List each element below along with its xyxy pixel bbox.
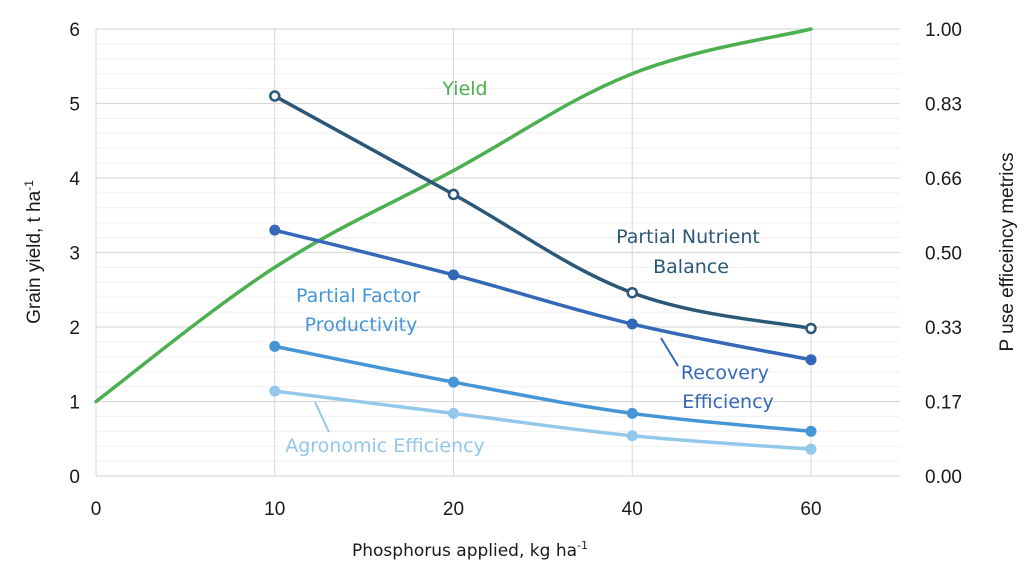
y-right-tick-label: 0.00 <box>925 467 962 488</box>
x-tick-label: 10 <box>264 499 285 520</box>
y-left-tick-label: 0 <box>69 467 80 488</box>
data-point-partial-factor-productivity <box>269 340 281 352</box>
label-recovery-efficiency: Recovery Efficiency <box>681 362 775 413</box>
y-right-tick-label: 0.33 <box>925 318 962 339</box>
label-yield: Yield <box>441 78 487 100</box>
x-tick-label: 60 <box>800 499 821 520</box>
agronomic-efficiency-leader-line <box>314 401 330 433</box>
series-line-agronomic-efficiency <box>273 389 813 451</box>
data-point-agronomic-efficiency <box>269 385 281 397</box>
x-tick-label: 40 <box>622 499 643 520</box>
x-axis-title: Phosphorus applied, kg ha-1 <box>352 539 588 561</box>
y-right-tick-label: 1.00 <box>925 20 962 41</box>
series-line-recovery-efficiency <box>273 228 813 362</box>
data-point-recovery-efficiency <box>448 269 459 281</box>
data-point-recovery-efficiency <box>626 318 638 330</box>
y-left-tick-label: 4 <box>69 169 80 190</box>
data-point-agronomic-efficiency <box>805 443 817 455</box>
data-point-agronomic-efficiency <box>448 407 459 419</box>
data-point-partial-factor-productivity <box>448 376 459 388</box>
y-left-tick-label: 6 <box>69 20 80 41</box>
series-line-partial-nutrient-balance <box>273 94 813 331</box>
data-point-recovery-efficiency <box>269 224 281 236</box>
y-right-tick-label: 0.66 <box>925 169 962 190</box>
y-right-tick-label: 0.83 <box>925 95 962 116</box>
data-point-partial-nutrient-balance <box>626 286 638 299</box>
data-point-partial-factor-productivity <box>805 425 817 437</box>
data-point-recovery-efficiency <box>805 354 817 366</box>
y-left-tick-label: 5 <box>69 95 80 116</box>
y-right-tick-label: 0.17 <box>925 393 962 414</box>
x-tick-label: 20 <box>443 499 464 520</box>
y-right-tick-label: 0.50 <box>925 244 962 265</box>
recovery-efficiency-leader-line <box>660 337 679 367</box>
y-left-tick-label: 1 <box>69 393 80 414</box>
label-agronomic-efficiency: Agronomic Efficiency <box>285 435 485 457</box>
series-layer <box>94 27 817 455</box>
data-point-partial-nutrient-balance <box>269 90 281 102</box>
gridlines <box>95 28 900 477</box>
tick-labels: 0 1 2 3 4 5 6 0.00 0.17 0.33 0.50 0.66 0.83 1.00 0 10 20… <box>69 20 962 520</box>
y-left-tick-label: 2 <box>69 318 80 339</box>
y-right-axis-title: P use efficeincy metrics <box>997 153 1018 352</box>
data-point-agronomic-efficiency <box>626 430 638 442</box>
label-partial-nutrient-balance: Partial Nutrient Balance <box>616 226 766 278</box>
data-point-partial-nutrient-balance <box>447 188 460 201</box>
series-line-partial-factor-productivity <box>273 344 813 434</box>
x-tick-label: 0 <box>91 499 102 520</box>
series-line-yield <box>94 27 813 404</box>
data-point-partial-factor-productivity <box>626 407 638 419</box>
data-point-partial-nutrient-balance <box>805 322 817 335</box>
y-left-tick-label: 3 <box>69 244 80 265</box>
label-partial-factor-productivity: Partial Factor Productivity <box>296 285 426 336</box>
y-left-axis-title: Grain yield, t ha-1 <box>22 180 45 324</box>
